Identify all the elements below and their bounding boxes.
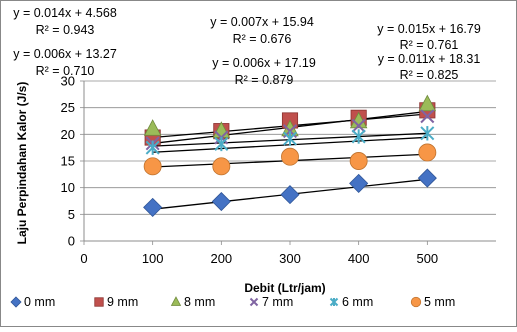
legend-label: 6 mm	[342, 295, 373, 309]
legend-label: 0 mm	[24, 295, 55, 309]
trendline-equation: y = 0.006x + 13.27	[13, 47, 117, 61]
data-point-0-mm	[211, 191, 231, 212]
legend-marker	[94, 297, 104, 307]
y-tick-label: 5	[68, 207, 75, 222]
data-point-0-mm	[280, 185, 300, 205]
legend-item-9-mm: 9 mm	[94, 295, 138, 309]
y-tick-label: 15	[61, 154, 75, 169]
legend: 0 mm 9 mm 8 mm 7 mm 6 mm 5 mm	[10, 295, 455, 309]
x-tick-label: 0	[80, 251, 87, 266]
legend-item-7-mm: 7 mm	[249, 295, 293, 309]
legend-marker	[249, 297, 259, 307]
legend-marker	[10, 296, 22, 308]
trendline-r2: R² = 0.825	[400, 68, 459, 82]
data-point-7-mm	[351, 118, 366, 133]
y-tick-label: 10	[61, 180, 75, 195]
trendline-equation: y = 0.006x + 17.19	[212, 56, 316, 70]
x-tick-label: 400	[348, 251, 370, 266]
data-point-5-mm	[143, 157, 162, 176]
y-tick-label: 25	[61, 100, 75, 115]
legend-marker	[329, 297, 339, 307]
data-point-5-mm	[349, 152, 368, 170]
legend-item-5-mm: 5 mm	[410, 295, 455, 309]
legend-label: 8 mm	[184, 295, 215, 309]
marker-layer	[143, 94, 437, 217]
y-tick-label: 30	[61, 74, 75, 89]
trendline-equation: y = 0.014x + 4.568	[13, 6, 117, 20]
data-point-7-mm	[420, 109, 435, 124]
legend-marker-stroke	[249, 297, 259, 307]
trendline-equation: y = 0.015x + 16.79	[377, 22, 481, 36]
annotation-layer: y = 0.014x + 4.568 R² = 0.943 y = 0.007x +…	[13, 6, 481, 87]
trendline-r2: R² = 0.710	[36, 64, 95, 78]
data-point-5-mm	[212, 157, 231, 176]
x-tick-label: 300	[279, 251, 301, 266]
data-point-6-mm	[420, 126, 435, 141]
data-point-0-mm	[349, 173, 369, 193]
x-tick-label: 500	[416, 251, 438, 266]
x-tick-label: 100	[142, 251, 164, 266]
data-point-0-mm	[143, 197, 163, 217]
trendline-r2: R² = 0.676	[233, 32, 292, 46]
legend-marker	[410, 296, 422, 308]
legend-item-6-mm: 6 mm	[329, 295, 373, 309]
data-point-6-mm	[282, 131, 298, 146]
data-point-6-mm	[145, 140, 160, 155]
data-point-5-mm	[418, 143, 437, 162]
data-point-8-mm	[418, 94, 437, 112]
data-point-8-mm	[349, 111, 368, 129]
x-axis-title: Debit (Ltr/jam)	[244, 281, 325, 295]
trendline-r2: R² = 0.943	[36, 23, 95, 37]
legend-label: 7 mm	[262, 295, 293, 309]
data-point-6-mm	[214, 136, 229, 152]
trendline-equation: y = 0.011x + 18.31	[378, 52, 481, 66]
trendline-r2: R² = 0.879	[235, 73, 294, 87]
data-point-7-mm-stroke	[351, 118, 366, 133]
data-point-7-mm-stroke	[420, 109, 435, 124]
trendline-equation: y = 0.007x + 15.94	[210, 15, 314, 29]
legend-marker	[170, 296, 182, 306]
legend-item-0-mm: 0 mm	[10, 295, 55, 309]
legend-label: 5 mm	[424, 295, 455, 309]
data-point-0-mm	[417, 168, 437, 188]
data-point-6-mm	[351, 129, 366, 144]
legend-label: 9 mm	[107, 295, 138, 309]
x-tick-label: 200	[210, 251, 232, 266]
y-tick-label: 20	[61, 127, 75, 142]
data-point-8-mm	[143, 119, 162, 136]
data-point-5-mm	[281, 147, 299, 166]
y-axis-title: Laju Perpindahan Kalor (J/s)	[15, 82, 29, 245]
y-tick-label: 0	[68, 234, 75, 249]
trendline-r2: R² = 0.761	[400, 38, 459, 52]
legend-item-8-mm: 8 mm	[170, 295, 215, 309]
